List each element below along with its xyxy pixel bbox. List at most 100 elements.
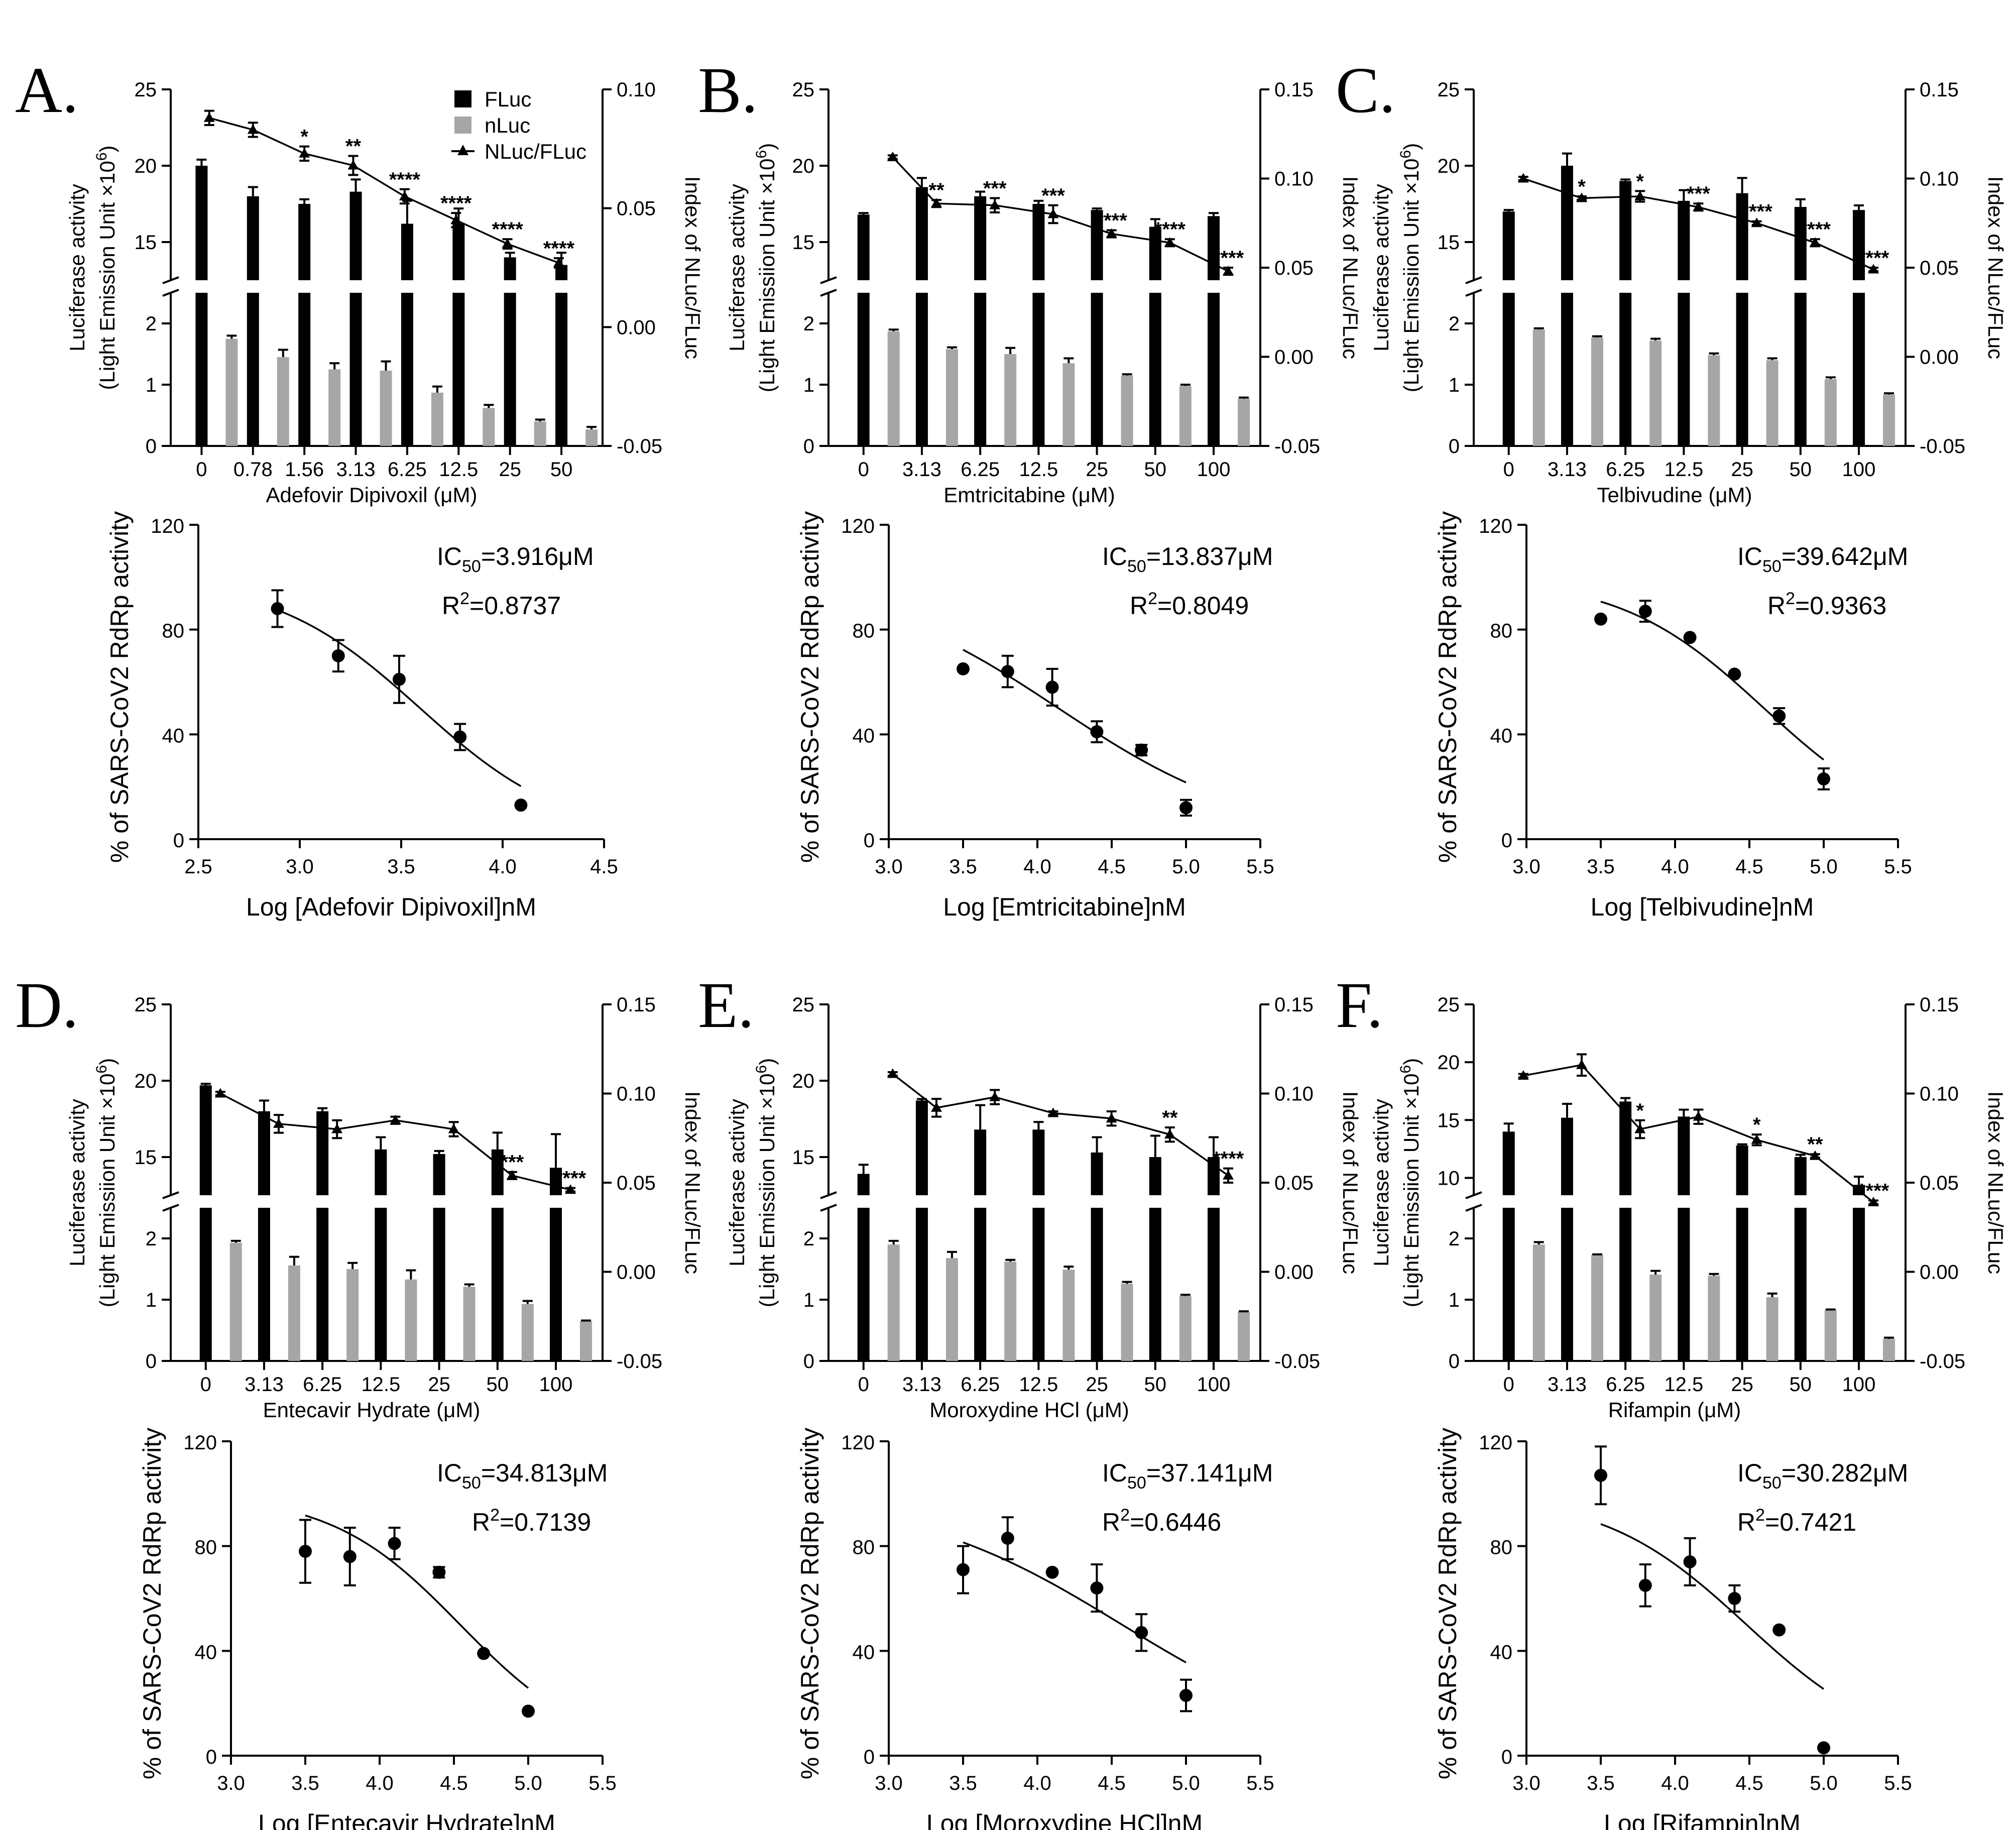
fluc-bar xyxy=(550,1168,562,1195)
nluc-bar xyxy=(1883,394,1895,446)
data-point xyxy=(1817,772,1830,786)
panel-letter: A. xyxy=(15,54,78,127)
x-tick-label: 3.5 xyxy=(949,1772,977,1794)
y-tick-label: 40 xyxy=(1490,1641,1513,1663)
y-tick-label: 1 xyxy=(146,374,157,396)
ratio-point xyxy=(1868,264,1879,274)
significance-label: * xyxy=(1636,170,1644,192)
y2-tick-label: 0.10 xyxy=(1920,168,1959,190)
y-tick-label: 0 xyxy=(1449,1350,1460,1373)
ratio-point xyxy=(1517,1070,1529,1080)
significance-label: * xyxy=(300,126,308,148)
y-tick-label: 25 xyxy=(792,994,815,1016)
x-tick-label: 12.5 xyxy=(1664,1374,1703,1396)
data-point xyxy=(1683,631,1697,644)
ic50-value: =30.282μM xyxy=(1782,1459,1909,1487)
x-tick-label: 12.5 xyxy=(1019,1374,1058,1396)
y-tick-label: 20 xyxy=(1438,155,1460,177)
x-tick-label: 4.0 xyxy=(366,1772,394,1794)
y-tick-label: 80 xyxy=(1490,1537,1513,1559)
y2-tick-label: 0.15 xyxy=(1274,994,1314,1016)
fluc-bar-lower xyxy=(1091,1208,1103,1361)
fluc-bar xyxy=(258,1111,270,1195)
bar-panel-0: A. 15 20 25 0 1 2 -0.05 0.00 0.05 0.10 0 0.78 1.56 3.1… xyxy=(15,54,704,507)
r2-prefix: R xyxy=(1102,1508,1120,1536)
fluc-bar xyxy=(195,166,208,280)
x-tick-label: 3.13 xyxy=(902,459,941,481)
nluc-bar xyxy=(1004,1262,1017,1361)
fit-panel-9: 0 40 80 120 3.0 3.5 4.0 4.5 5.0 5.5 Log [Entecavir… xyxy=(138,1428,617,1830)
r2-value: =0.6446 xyxy=(1130,1508,1221,1536)
x-tick-label: 25 xyxy=(499,459,521,481)
data-point xyxy=(957,1563,970,1576)
y-tick-label: 20 xyxy=(135,155,157,177)
x-tick-label: 6.25 xyxy=(303,1374,342,1396)
ic50-subscript: 50 xyxy=(462,557,481,576)
legend-label: NLuc/FLuc xyxy=(485,140,586,163)
ic50-prefix: IC xyxy=(1737,1459,1762,1487)
nluc-bar xyxy=(1179,386,1192,446)
ratio-point xyxy=(931,1102,942,1112)
data-point xyxy=(331,649,345,662)
y-axis-label-exponent: 6 xyxy=(753,1065,770,1074)
y2-tick-label: 0.05 xyxy=(617,198,656,220)
ratio-point xyxy=(1576,1059,1587,1069)
significance-label: *** xyxy=(1687,183,1710,205)
y2-tick-label: -0.05 xyxy=(1920,1350,1965,1373)
data-point xyxy=(957,662,970,675)
significance-label: ** xyxy=(1807,1133,1823,1156)
y-axis-label-line2: (Light Emission Unit ×106) xyxy=(93,145,119,390)
data-point xyxy=(1728,667,1741,681)
y-tick-label: 120 xyxy=(841,515,875,537)
nluc-bar xyxy=(1591,337,1603,446)
x-tick-label: 100 xyxy=(1197,1374,1231,1396)
ratio-point xyxy=(1223,1170,1234,1180)
ratio-line xyxy=(892,1073,1229,1177)
fluc-bar xyxy=(1502,211,1515,280)
y-axis-label: % of SARS-CoV2 RdRp activity xyxy=(105,511,134,863)
r2-value: =0.8049 xyxy=(1157,592,1249,620)
ratio-point xyxy=(299,148,310,158)
data-point xyxy=(1135,743,1148,757)
fluc-bar-lower xyxy=(1794,293,1807,446)
fluc-bar xyxy=(401,223,413,280)
y2-tick-label: 0.10 xyxy=(617,1083,656,1105)
significance-label: **** xyxy=(1213,247,1244,269)
x-tick-label: 4.0 xyxy=(1661,856,1689,878)
nluc-bar xyxy=(1708,355,1720,446)
axis-break-mark xyxy=(820,289,837,297)
panel-letter: C. xyxy=(1336,54,1395,127)
y-tick-label: 40 xyxy=(853,1641,875,1663)
x-tick-label: 4.5 xyxy=(1735,1772,1763,1794)
fluc-bar-lower xyxy=(555,293,568,446)
significance-label: * xyxy=(1578,176,1586,198)
r2-annotation: R2=0.7421 xyxy=(1737,1506,1856,1536)
fluc-bar-lower xyxy=(1502,293,1515,446)
legend-marker xyxy=(457,145,468,155)
y-tick-label: 0 xyxy=(1501,830,1512,852)
x-tick-label: 3.13 xyxy=(902,1374,941,1396)
significance-label: **** xyxy=(1858,247,1889,269)
x-tick-label: 5.5 xyxy=(588,1772,617,1794)
nluc-bar xyxy=(1766,1297,1778,1361)
ratio-point xyxy=(214,1088,226,1098)
x-tick-label: 6.25 xyxy=(1606,1374,1645,1396)
y-tick-label: 120 xyxy=(1479,515,1512,537)
nluc-bar xyxy=(463,1287,476,1361)
bar-panel-6: D. 15 20 25 0 1 2 -0.05 0.00 0.05 0.10 0.15 0 3.13 6.2… xyxy=(15,969,704,1422)
x-tick-label: 6.25 xyxy=(961,1374,1000,1396)
fit-panel-5: 0 40 80 120 3.0 3.5 4.0 4.5 5.0 5.5 Log [Telbivudi… xyxy=(1434,511,1912,921)
fluc-bar-lower xyxy=(1853,293,1865,446)
data-point xyxy=(522,1704,535,1718)
ratio-line xyxy=(892,156,1229,272)
x-tick-label: 50 xyxy=(487,1374,509,1396)
y2-axis-label: Index of NLuc/FLuc xyxy=(1339,176,1362,359)
fluc-bar-lower xyxy=(491,1208,504,1361)
data-point xyxy=(1772,709,1786,723)
fluc-bar xyxy=(857,214,870,280)
ratio-point xyxy=(1106,1113,1117,1123)
y-axis-label-exponent: 6 xyxy=(1397,150,1414,159)
ratio-point xyxy=(1751,217,1762,227)
x-axis-label: Log [Telbivudine]nM xyxy=(1591,893,1814,921)
r2-prefix: R xyxy=(472,1508,490,1536)
